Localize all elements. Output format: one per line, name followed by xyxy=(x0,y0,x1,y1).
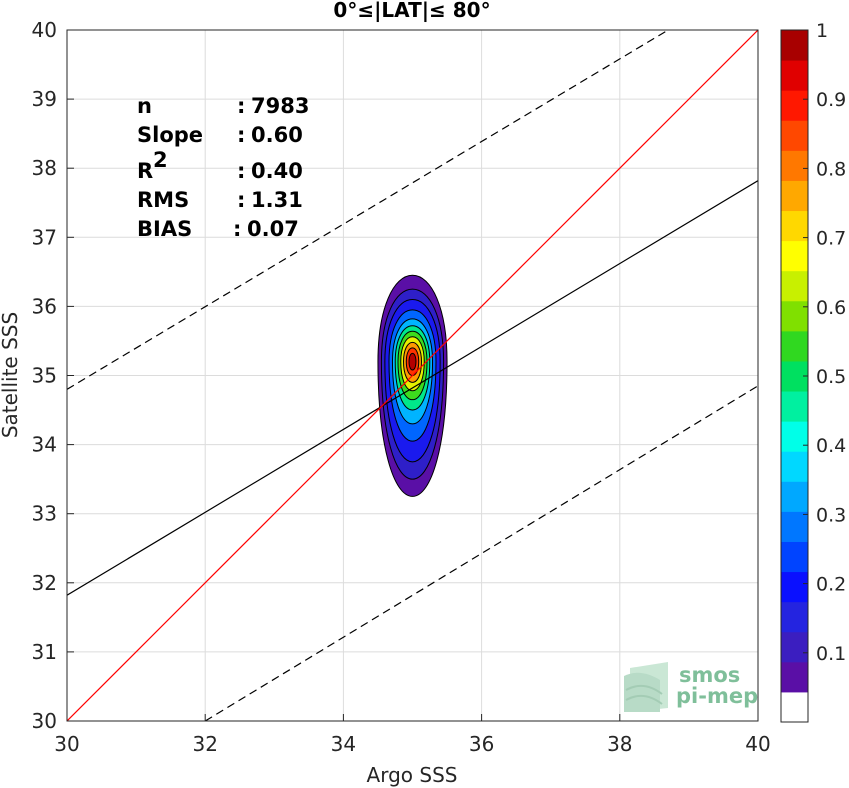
stat-separator: : xyxy=(237,123,245,147)
stat-separator: : xyxy=(237,188,245,212)
colorbar-segment xyxy=(781,571,808,603)
y-tick-label: 36 xyxy=(32,294,57,318)
colorbar-segment xyxy=(781,30,808,61)
y-axis: 30 31 32 33 34 35 36 37 38 39 40 xyxy=(32,18,74,733)
y-axis-title: Satellite SSS xyxy=(0,312,22,438)
colorbar-tick-label: 0.9 xyxy=(816,89,846,111)
y-tick-label: 39 xyxy=(32,87,57,111)
stat-value: 0.60 xyxy=(251,123,303,147)
density-contours xyxy=(377,274,448,497)
y-tick-label: 32 xyxy=(32,571,57,595)
colorbar-segment xyxy=(781,511,808,542)
stat-label: RMS xyxy=(137,188,189,212)
stat-label: Slope xyxy=(137,123,203,147)
colorbar-segment xyxy=(781,210,808,242)
y-tick-label: 34 xyxy=(32,433,57,457)
colorbar-tick-label: 0.4 xyxy=(816,435,846,457)
stat-value: 0.07 xyxy=(247,217,299,241)
lower-bound-line xyxy=(204,385,758,721)
y-tick-label: 31 xyxy=(32,640,57,664)
colorbar-segment xyxy=(781,120,808,151)
y-tick-label: 30 xyxy=(32,709,57,733)
x-axis-title: Argo SSS xyxy=(367,763,458,787)
colorbar-segment xyxy=(781,60,808,91)
smos-pimep-logo: smos pi-mep xyxy=(624,662,758,712)
regression-line xyxy=(67,180,758,596)
colorbar-tick-label: 0.6 xyxy=(816,297,846,319)
stat-label: R xyxy=(137,159,153,183)
colorbar-segment xyxy=(781,90,808,121)
x-tick-label: 38 xyxy=(607,732,632,756)
colorbar-tick-label: 1 xyxy=(816,20,828,42)
colorbar-segment xyxy=(781,240,808,272)
y-tick-label: 40 xyxy=(32,18,57,42)
x-tick-label: 36 xyxy=(469,732,494,756)
colorbar-tick-label: 0.8 xyxy=(816,158,846,180)
colorbar-segment xyxy=(781,421,808,452)
colorbar-segment xyxy=(781,631,808,663)
colorbar-tick-label: 0.3 xyxy=(816,504,846,526)
stat-value: 1.31 xyxy=(251,188,303,212)
stat-separator: : xyxy=(237,94,245,118)
stat-label: n xyxy=(137,94,152,118)
colorbar-segment xyxy=(781,180,808,212)
y-tick-label: 37 xyxy=(32,225,57,249)
colorbar-segment xyxy=(781,601,808,633)
stat-value: 7983 xyxy=(251,94,309,118)
logo-waves-icon xyxy=(624,662,668,712)
reference-lines xyxy=(67,30,758,721)
identity-line xyxy=(67,30,758,721)
colorbar-segment xyxy=(781,150,808,181)
stat-value: 0.40 xyxy=(251,159,303,183)
logo-text-pimep: pi-mep xyxy=(676,684,758,708)
colorbar-segment xyxy=(781,300,808,332)
density-contour-0.95 xyxy=(408,352,417,371)
x-tick-label: 30 xyxy=(54,732,79,756)
stat-separator: : xyxy=(237,159,245,183)
colorbar-segment xyxy=(781,451,808,482)
colorbar-tick-label: 0.7 xyxy=(816,228,846,250)
colorbar: 0.1 0.2 0.3 0.4 0.5 0.6 0.7 0.8 0.9 1 xyxy=(780,20,846,723)
x-axis: 30 32 34 36 38 40 xyxy=(54,714,771,756)
colorbar-tick-label: 0.1 xyxy=(816,643,846,665)
colorbar-tick-label: 0.5 xyxy=(816,366,846,388)
colorbar-segment xyxy=(781,661,808,693)
y-tick-label: 35 xyxy=(32,364,57,388)
y-tick-label: 33 xyxy=(32,502,57,526)
colorbar-segment xyxy=(781,691,808,723)
colorbar-segment xyxy=(781,481,808,512)
colorbar-segment xyxy=(781,391,808,422)
x-tick-label: 40 xyxy=(745,732,770,756)
chart-title: 0°≤|LAT|≤ 80° xyxy=(333,0,490,22)
colorbar-tick-label: 0.2 xyxy=(816,574,846,596)
colorbar-segment xyxy=(781,330,808,362)
y-tick-label: 38 xyxy=(32,156,57,180)
x-tick-label: 32 xyxy=(192,732,217,756)
stat-label-superscript: 2 xyxy=(153,148,168,172)
logo-text-smos: smos xyxy=(679,663,740,687)
stat-label: BIAS xyxy=(137,217,192,241)
colorbar-segment xyxy=(781,541,808,573)
x-tick-label: 34 xyxy=(331,732,356,756)
colorbar-segment xyxy=(781,270,808,302)
stat-separator: : xyxy=(233,217,241,241)
